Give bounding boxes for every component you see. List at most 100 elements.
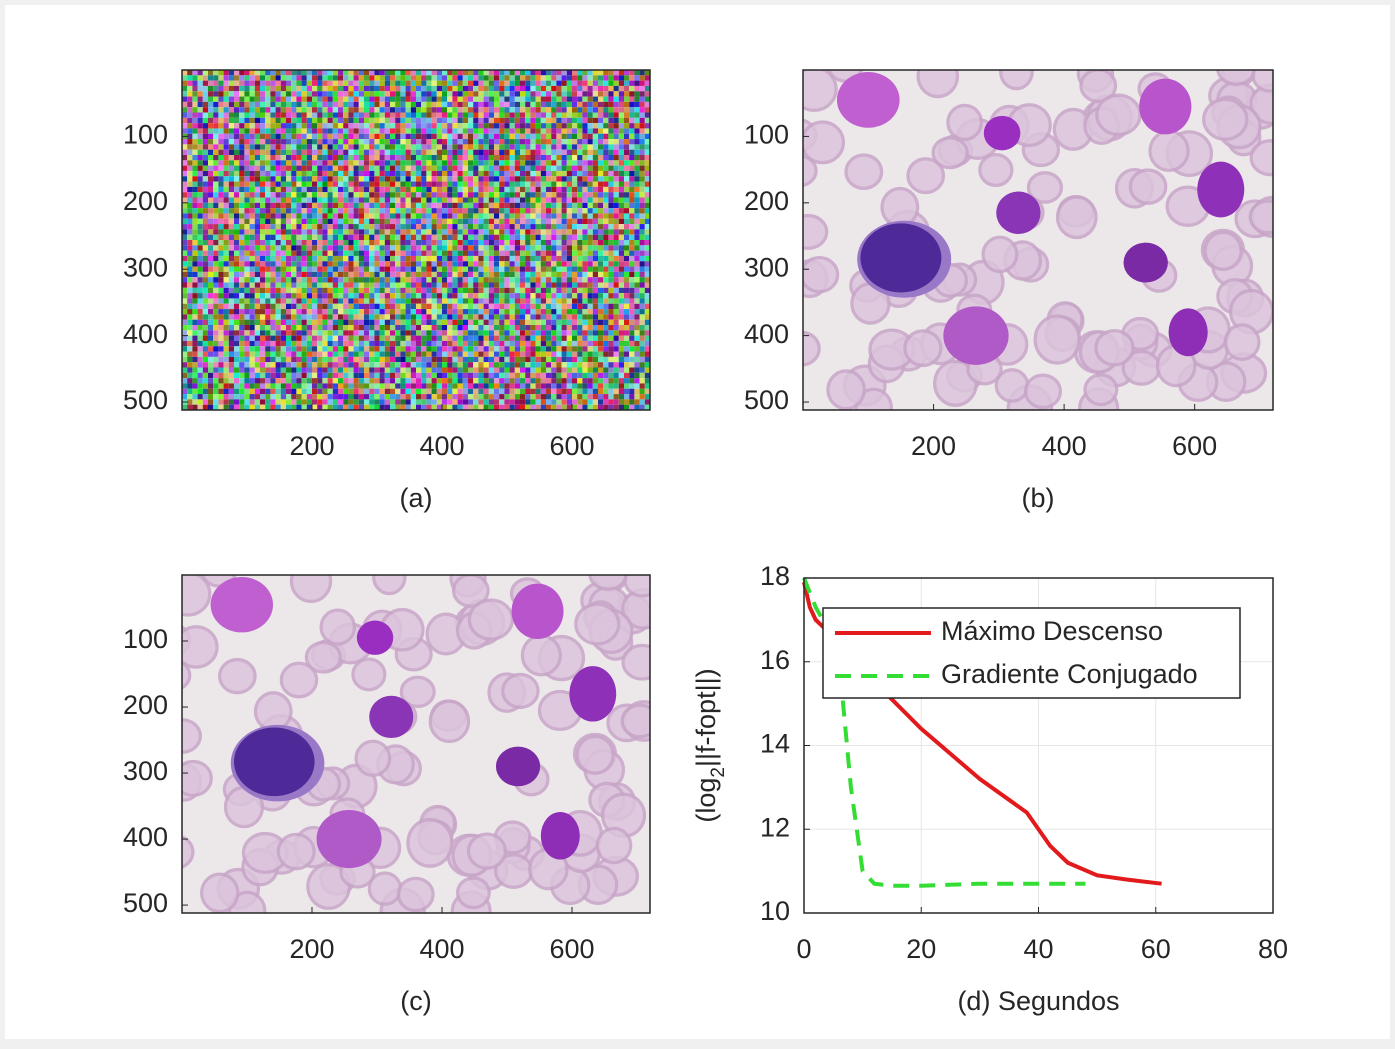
noise-pixel bbox=[463, 283, 468, 288]
noise-pixel bbox=[484, 203, 489, 208]
noise-pixel bbox=[307, 113, 312, 118]
noise-pixel bbox=[473, 256, 478, 261]
noise-pixel bbox=[567, 330, 572, 335]
noise-pixel bbox=[374, 102, 379, 107]
noise-pixel bbox=[556, 75, 561, 80]
noise-pixel bbox=[343, 160, 348, 165]
noise-pixel bbox=[437, 160, 442, 165]
noise-pixel bbox=[515, 86, 520, 91]
noise-pixel bbox=[640, 123, 645, 128]
noise-pixel bbox=[322, 192, 327, 197]
noise-pixel bbox=[218, 150, 223, 155]
noise-pixel bbox=[312, 192, 317, 197]
noise-pixel bbox=[265, 102, 270, 107]
noise-pixel bbox=[265, 144, 270, 149]
noise-pixel bbox=[400, 336, 405, 341]
noise-pixel bbox=[484, 346, 489, 351]
noise-pixel bbox=[515, 224, 520, 229]
noise-pixel bbox=[614, 75, 619, 80]
noise-pixel bbox=[629, 187, 634, 192]
noise-pixel bbox=[239, 283, 244, 288]
noise-pixel bbox=[380, 139, 385, 144]
noise-pixel bbox=[244, 325, 249, 330]
noise-pixel bbox=[577, 171, 582, 176]
noise-pixel bbox=[468, 102, 473, 107]
noise-pixel bbox=[229, 224, 234, 229]
noise-pixel bbox=[333, 362, 338, 367]
noise-pixel bbox=[645, 224, 650, 229]
noise-pixel bbox=[234, 176, 239, 181]
noise-pixel bbox=[354, 235, 359, 240]
noise-pixel bbox=[442, 261, 447, 266]
noise-pixel bbox=[484, 208, 489, 213]
noise-pixel bbox=[421, 256, 426, 261]
noise-pixel bbox=[364, 267, 369, 272]
noise-pixel bbox=[567, 288, 572, 293]
noise-pixel bbox=[562, 81, 567, 86]
noise-pixel bbox=[432, 155, 437, 160]
noise-pixel bbox=[333, 81, 338, 86]
noise-pixel bbox=[525, 86, 530, 91]
noise-pixel bbox=[343, 182, 348, 187]
noise-pixel bbox=[598, 330, 603, 335]
noise-pixel bbox=[437, 283, 442, 288]
noise-pixel bbox=[286, 272, 291, 277]
noise-pixel bbox=[276, 346, 281, 351]
noise-pixel bbox=[520, 155, 525, 160]
noise-pixel bbox=[307, 341, 312, 346]
noise-pixel bbox=[187, 91, 192, 96]
noise-pixel bbox=[400, 192, 405, 197]
noise-pixel bbox=[452, 97, 457, 102]
noise-pixel bbox=[458, 352, 463, 357]
noise-pixel bbox=[442, 346, 447, 351]
noise-pixel bbox=[416, 235, 421, 240]
noise-pixel bbox=[229, 330, 234, 335]
noise-pixel bbox=[359, 75, 364, 80]
noise-pixel bbox=[244, 187, 249, 192]
noise-pixel bbox=[343, 123, 348, 128]
noise-pixel bbox=[562, 102, 567, 107]
noise-pixel bbox=[307, 325, 312, 330]
noise-pixel bbox=[515, 314, 520, 319]
noise-pixel bbox=[510, 304, 515, 309]
noise-pixel bbox=[614, 352, 619, 357]
noise-pixel bbox=[593, 272, 598, 277]
noise-pixel bbox=[359, 187, 364, 192]
noise-pixel bbox=[411, 113, 416, 118]
noise-pixel bbox=[463, 341, 468, 346]
noise-pixel bbox=[645, 277, 650, 282]
noise-pixel bbox=[343, 261, 348, 266]
noise-pixel bbox=[395, 341, 400, 346]
noise-pixel bbox=[380, 187, 385, 192]
noise-pixel bbox=[624, 107, 629, 112]
noise-pixel bbox=[603, 341, 608, 346]
noise-pixel bbox=[255, 150, 260, 155]
noise-pixel bbox=[421, 272, 426, 277]
noise-pixel bbox=[499, 107, 504, 112]
noise-pixel bbox=[374, 352, 379, 357]
noise-pixel bbox=[432, 91, 437, 96]
noise-pixel bbox=[307, 208, 312, 213]
noise-pixel bbox=[302, 123, 307, 128]
noise-pixel bbox=[421, 309, 426, 314]
noise-pixel bbox=[437, 128, 442, 133]
noise-pixel bbox=[593, 304, 598, 309]
noise-pixel bbox=[416, 213, 421, 218]
noise-pixel bbox=[250, 346, 255, 351]
noise-pixel bbox=[182, 213, 187, 218]
noise-pixel bbox=[406, 75, 411, 80]
noise-pixel bbox=[390, 325, 395, 330]
noise-pixel bbox=[203, 229, 208, 234]
noise-pixel bbox=[276, 86, 281, 91]
noise-pixel bbox=[302, 267, 307, 272]
noise-pixel bbox=[489, 134, 494, 139]
noise-pixel bbox=[218, 251, 223, 256]
noise-pixel bbox=[629, 346, 634, 351]
noise-pixel bbox=[255, 187, 260, 192]
noise-pixel bbox=[416, 277, 421, 282]
noise-pixel bbox=[634, 75, 639, 80]
noise-pixel bbox=[385, 256, 390, 261]
noise-pixel bbox=[442, 330, 447, 335]
noise-pixel bbox=[447, 187, 452, 192]
noise-pixel bbox=[520, 91, 525, 96]
